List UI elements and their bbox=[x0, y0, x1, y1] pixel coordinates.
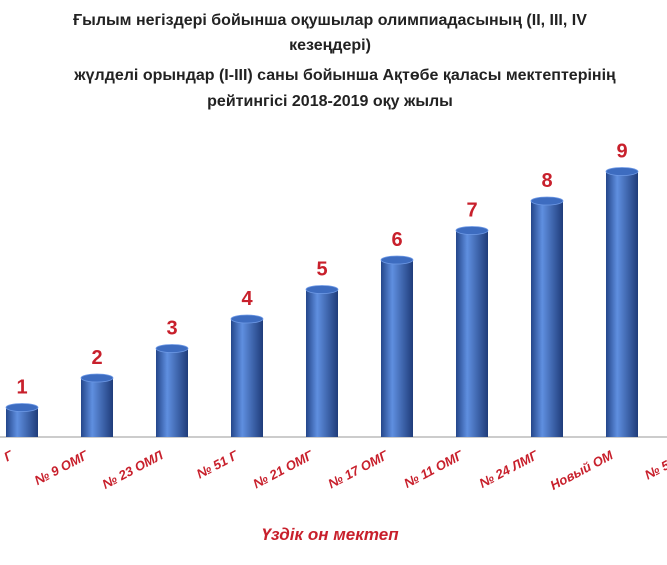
chart-title: Ғылым негіздері бойынша оқушылар олимпиа… bbox=[73, 12, 587, 29]
x-tick-label: Г bbox=[1, 447, 16, 464]
x-tick-label: № 21 ОМГ bbox=[251, 447, 317, 491]
bar bbox=[456, 230, 488, 437]
value-label: 4 bbox=[241, 288, 253, 310]
x-tick-label: № 55 О bbox=[642, 447, 667, 482]
bar bbox=[531, 201, 563, 437]
bar bbox=[81, 378, 113, 437]
value-label: 2 bbox=[91, 347, 102, 369]
bar-top bbox=[530, 196, 564, 206]
bar-top bbox=[380, 255, 414, 265]
bar-top bbox=[5, 403, 39, 412]
chart-title: рейтингісі 2018-2019 оқу жылы bbox=[207, 93, 453, 110]
bar bbox=[381, 260, 413, 437]
bar bbox=[606, 171, 638, 437]
value-label: 9 bbox=[616, 141, 627, 163]
bar-top bbox=[80, 373, 114, 383]
bar bbox=[231, 319, 263, 437]
x-tick-label: № 23 ОМЛ bbox=[100, 447, 167, 492]
bar bbox=[156, 348, 188, 437]
bar bbox=[306, 289, 338, 437]
bar-top bbox=[455, 226, 489, 235]
value-label: 1 bbox=[16, 377, 27, 399]
x-tick-label: № 24 ЛМГ bbox=[477, 447, 542, 491]
x-tick-label: № 17 ОМГ bbox=[326, 447, 392, 491]
bar bbox=[6, 407, 38, 437]
value-label: 8 bbox=[541, 170, 552, 192]
x-axis-title: Үздік он мектеп bbox=[261, 525, 399, 544]
bar-top bbox=[605, 167, 639, 176]
x-tick-label: № 11 ОМГ bbox=[401, 447, 466, 491]
value-label: 7 bbox=[466, 200, 477, 222]
x-tick-label: Новый ОМ bbox=[548, 447, 617, 493]
chart-title: кезеңдері) bbox=[289, 37, 371, 54]
value-label: 6 bbox=[391, 229, 402, 251]
x-tick-label: № 9 ОМГ bbox=[32, 447, 91, 488]
bar-top bbox=[155, 344, 189, 353]
value-label: 3 bbox=[166, 318, 177, 340]
bar-top bbox=[230, 314, 264, 324]
value-label: 5 bbox=[316, 259, 327, 281]
bar-top bbox=[305, 285, 339, 294]
chart-title: жүлделі орындар (I-III) саны бойынша Ақт… bbox=[73, 67, 616, 84]
x-tick-label: № 51 Г bbox=[194, 447, 241, 482]
